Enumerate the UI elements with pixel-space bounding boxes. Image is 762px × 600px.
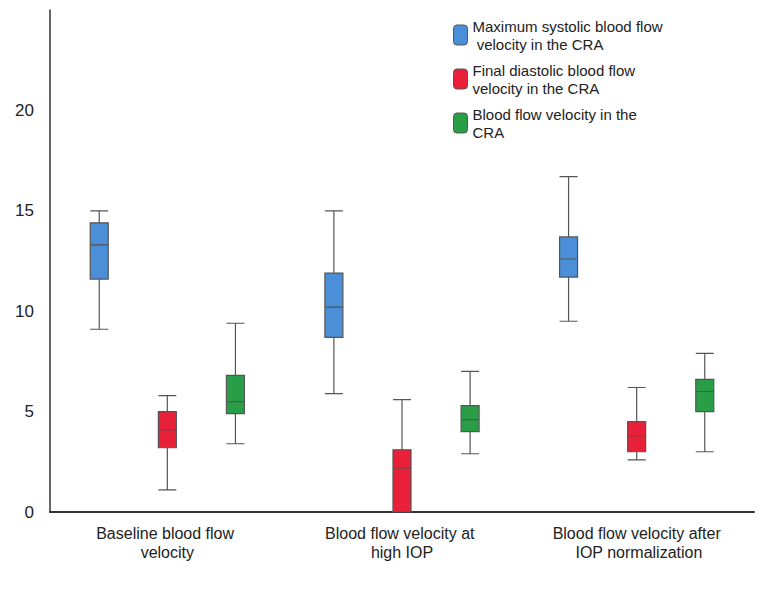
svg-text:10: 10: [15, 302, 34, 321]
svg-text:velocity: velocity: [141, 544, 194, 561]
svg-text:Maximum systolic blood flow: Maximum systolic blood flow: [473, 18, 663, 35]
svg-text:Baseline blood flow: Baseline blood flow: [96, 525, 238, 542]
svg-text:20: 20: [15, 101, 34, 120]
svg-text:CRA: CRA: [473, 124, 505, 141]
svg-text:velocity in the CRA: velocity in the CRA: [473, 80, 600, 97]
svg-text:Final diastolic blood flow: Final diastolic blood flow: [473, 62, 640, 79]
svg-text:Blood flow velocity in the: Blood flow velocity in the: [473, 106, 641, 123]
svg-text:Blood flow velocity after: Blood flow velocity after: [553, 525, 722, 542]
svg-text:IOP normalization: IOP normalization: [571, 544, 702, 561]
svg-text:0: 0: [25, 503, 34, 522]
svg-text:5: 5: [25, 402, 34, 421]
svg-text:velocity in the CRA: velocity in the CRA: [473, 36, 604, 53]
svg-text:15: 15: [15, 201, 34, 220]
svg-text:Blood flow velocity at: Blood flow velocity at: [325, 525, 479, 542]
svg-text:high IOP: high IOP: [371, 544, 433, 561]
